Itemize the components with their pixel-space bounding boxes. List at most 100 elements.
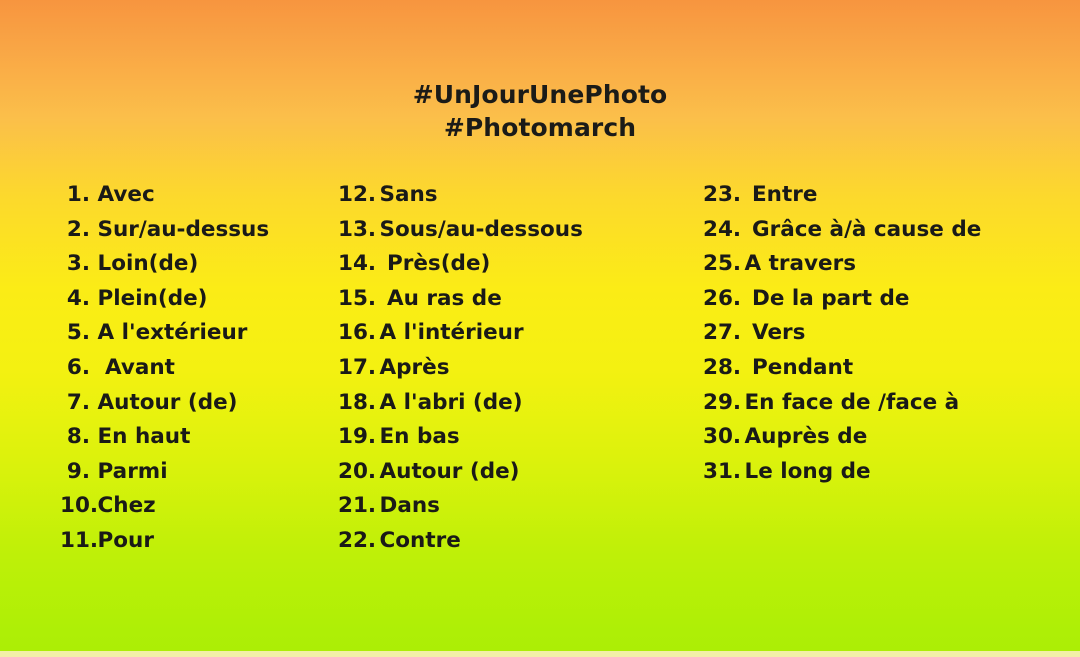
item-gap (737, 217, 752, 242)
item-gap (90, 355, 105, 380)
item-label: Autour (de) (379, 458, 520, 484)
item-label: Au ras de (386, 285, 502, 311)
item-number: 3. (66, 251, 90, 277)
item-number: 31. (703, 458, 742, 484)
item-label: Auprès de (744, 424, 868, 450)
item-label: Vers (751, 320, 806, 346)
item-number: 13. (338, 216, 377, 242)
item-number: 12. (338, 182, 377, 207)
item-gap (90, 528, 98, 553)
item-gap (90, 217, 98, 242)
item-label: A l'abri (de) (379, 389, 523, 415)
item-number: 1. (66, 182, 90, 207)
list-item: 1. Avec (60, 182, 350, 217)
item-gap (372, 355, 380, 380)
item-number: 29. (703, 389, 742, 415)
item-number: 6. (66, 354, 90, 380)
item-label: Avec (97, 182, 155, 207)
list-item: 9. Parmi (60, 459, 350, 494)
item-number: 24. (703, 216, 742, 242)
item-gap (737, 424, 745, 449)
item-label: A travers (744, 251, 857, 277)
item-gap (737, 390, 745, 415)
item-label: Loin(de) (97, 251, 199, 277)
item-label: Dans (379, 493, 440, 519)
list-item: 29. En face de /face à (703, 390, 1043, 425)
item-label: Avant (104, 354, 175, 380)
item-number: 23. (703, 182, 742, 207)
item-gap (372, 286, 387, 311)
item-label: A l'intérieur (379, 320, 524, 346)
item-number: 30. (703, 424, 742, 450)
item-number: 8. (66, 424, 90, 450)
item-label: Plein(de) (97, 285, 208, 311)
item-gap (90, 493, 98, 518)
item-gap (372, 217, 380, 242)
item-number: 17. (338, 354, 377, 380)
list-item: 20. Autour (de) (338, 459, 668, 494)
item-number: 11. (60, 527, 99, 553)
item-number: 10. (60, 493, 99, 519)
item-label: Pendant (751, 354, 854, 380)
poster-title: #UnJourUnePhoto #Photomarch (0, 78, 1080, 144)
item-number: 19. (338, 424, 377, 450)
item-gap (737, 251, 745, 276)
item-label: Sous/au-dessous (379, 216, 583, 242)
item-gap (90, 459, 98, 484)
item-label: De la part de (751, 285, 910, 311)
item-number: 16. (338, 320, 377, 346)
hashtag-line-1: #UnJourUnePhoto (412, 80, 668, 109)
list-item: 26. De la part de (703, 286, 1043, 321)
item-label: Le long de (744, 458, 871, 484)
list-item: 31. Le long de (703, 459, 1043, 494)
item-gap (90, 182, 98, 207)
item-label: Autour (de) (97, 389, 238, 415)
list-item: 25. A travers (703, 251, 1043, 286)
list-item: 12. Sans (338, 182, 668, 217)
item-gap (372, 459, 380, 484)
list-item: 24. Grâce à/à cause de (703, 217, 1043, 252)
item-number: 5. (66, 320, 90, 346)
item-number: 21. (338, 493, 377, 519)
item-gap (737, 182, 752, 207)
item-gap (372, 390, 380, 415)
item-label: En bas (379, 424, 460, 450)
list-item: 4. Plein(de) (60, 286, 350, 321)
item-label: Pour (97, 527, 154, 553)
item-gap (372, 251, 387, 276)
item-gap (737, 320, 752, 345)
item-number: 25. (703, 251, 742, 277)
item-number: 28. (703, 354, 742, 380)
list-item: 2. Sur/au-dessus (60, 217, 350, 252)
list-item: 22. Contre (338, 528, 668, 563)
item-number: 9. (66, 458, 90, 484)
preposition-column-1: 1. Avec 2. Sur/au-dessus 3. Loin(de) 4. … (60, 182, 350, 563)
list-item: 21. Dans (338, 493, 668, 528)
item-label: En haut (97, 424, 191, 450)
item-number: 4. (66, 285, 90, 311)
hashtag-line-2: #Photomarch (443, 113, 637, 142)
list-item: 8. En haut (60, 424, 350, 459)
bottom-edge-strip (0, 651, 1080, 657)
list-item: 6. Avant (60, 355, 350, 390)
item-number: 27. (703, 320, 742, 346)
list-item: 23. Entre (703, 182, 1043, 217)
item-gap (372, 424, 380, 449)
item-number: 22. (338, 527, 377, 553)
item-number: 2. (66, 216, 90, 242)
item-number: 15. (338, 285, 377, 311)
item-gap (90, 424, 98, 449)
list-item: 17. Après (338, 355, 668, 390)
item-number: 7. (66, 389, 90, 415)
item-gap (90, 390, 98, 415)
item-gap (372, 493, 380, 518)
item-label: Grâce à/à cause de (751, 216, 982, 242)
item-label: Contre (379, 527, 461, 553)
item-label: Sur/au-dessus (97, 216, 270, 242)
item-gap (90, 286, 98, 311)
list-item: 16. A l'intérieur (338, 320, 668, 355)
item-label: Près(de) (386, 251, 491, 277)
item-label: En face de /face à (744, 389, 960, 415)
preposition-column-3: 23. Entre 24. Grâce à/à cause de 25. A t… (703, 182, 1043, 493)
